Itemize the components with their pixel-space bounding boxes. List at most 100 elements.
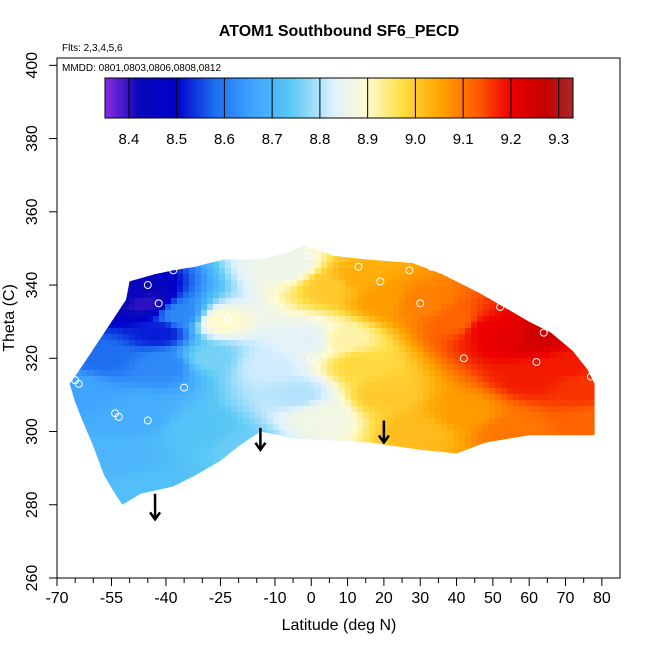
field-cell xyxy=(213,154,220,161)
field-cell xyxy=(231,574,238,581)
field-cell xyxy=(345,292,352,299)
field-cell xyxy=(267,514,274,521)
field-cell xyxy=(261,232,268,239)
field-cell xyxy=(171,568,178,575)
field-cell xyxy=(243,388,250,395)
field-cell xyxy=(363,460,370,467)
field-cell xyxy=(69,220,76,227)
field-cell xyxy=(321,190,328,197)
field-cell xyxy=(153,178,160,185)
field-cell xyxy=(75,226,82,233)
field-cell xyxy=(321,520,328,527)
field-cell xyxy=(393,502,400,509)
field-cell xyxy=(177,322,184,329)
field-cell xyxy=(267,70,274,77)
field-cell xyxy=(147,460,154,467)
field-cell xyxy=(291,358,298,365)
field-cell xyxy=(111,142,118,149)
field-cell xyxy=(123,508,130,515)
field-cell xyxy=(93,520,100,527)
field-cell xyxy=(333,250,340,257)
field-cell xyxy=(153,310,160,317)
field-cell xyxy=(165,466,172,473)
field-cell xyxy=(363,286,370,293)
field-cell xyxy=(159,130,166,137)
field-cell xyxy=(93,502,100,509)
field-cell xyxy=(123,562,130,569)
field-cell xyxy=(63,250,70,257)
field-cell xyxy=(267,178,274,185)
field-cell xyxy=(57,544,64,551)
field-cell xyxy=(231,238,238,245)
field-cell xyxy=(219,298,226,305)
field-cell xyxy=(393,232,400,239)
field-cell xyxy=(123,262,130,269)
field-cell xyxy=(87,562,94,569)
field-cell xyxy=(237,250,244,257)
field-cell xyxy=(285,358,292,365)
field-cell xyxy=(267,340,274,347)
field-cell xyxy=(387,286,394,293)
field-cell xyxy=(345,184,352,191)
field-cell xyxy=(285,184,292,191)
field-cell xyxy=(57,370,64,377)
field-cell xyxy=(105,160,112,167)
field-cell xyxy=(351,526,358,533)
field-cell xyxy=(381,220,388,227)
field-cell xyxy=(105,250,112,257)
field-cell xyxy=(315,316,322,323)
field-cell xyxy=(201,154,208,161)
field-cell xyxy=(87,100,94,107)
field-cell xyxy=(87,88,94,95)
field-cell xyxy=(273,562,280,569)
field-cell xyxy=(345,502,352,509)
field-cell xyxy=(321,298,328,305)
field-cell xyxy=(87,106,94,113)
field-cell xyxy=(129,526,136,533)
field-cell xyxy=(363,310,370,317)
field-cell xyxy=(327,388,334,395)
field-cell xyxy=(69,574,76,581)
field-cell xyxy=(225,160,232,167)
field-cell xyxy=(153,322,160,329)
field-cell xyxy=(165,256,172,263)
field-cell xyxy=(93,454,100,461)
field-cell xyxy=(147,178,154,185)
field-cell xyxy=(87,292,94,299)
field-cell xyxy=(303,526,310,533)
field-cell xyxy=(171,358,178,365)
field-cell xyxy=(237,172,244,179)
field-cell xyxy=(291,226,298,233)
field-cell xyxy=(255,190,262,197)
field-cell xyxy=(111,520,118,527)
field-cell xyxy=(159,412,166,419)
field-cell xyxy=(87,370,94,377)
field-cell xyxy=(123,268,130,275)
field-cell xyxy=(387,304,394,311)
field-cell xyxy=(315,190,322,197)
field-cell xyxy=(195,268,202,275)
field-cell xyxy=(123,340,130,347)
field-cell xyxy=(141,148,148,155)
field-cell xyxy=(129,280,136,287)
field-cell xyxy=(93,436,100,443)
field-cell xyxy=(159,538,166,545)
field-cell xyxy=(99,424,106,431)
field-cell xyxy=(327,148,334,155)
field-cell xyxy=(207,346,214,353)
field-cell xyxy=(363,376,370,383)
field-cell xyxy=(321,394,328,401)
field-cell xyxy=(345,448,352,455)
field-cell xyxy=(69,352,76,359)
field-cell xyxy=(135,280,142,287)
field-cell xyxy=(123,502,130,509)
field-cell xyxy=(159,490,166,497)
field-cell xyxy=(309,190,316,197)
field-cell xyxy=(393,148,400,155)
field-cell xyxy=(63,82,70,89)
field-cell xyxy=(87,136,94,143)
field-cell xyxy=(381,58,388,65)
field-cell xyxy=(153,184,160,191)
field-cell xyxy=(117,394,124,401)
field-cell xyxy=(315,70,322,77)
